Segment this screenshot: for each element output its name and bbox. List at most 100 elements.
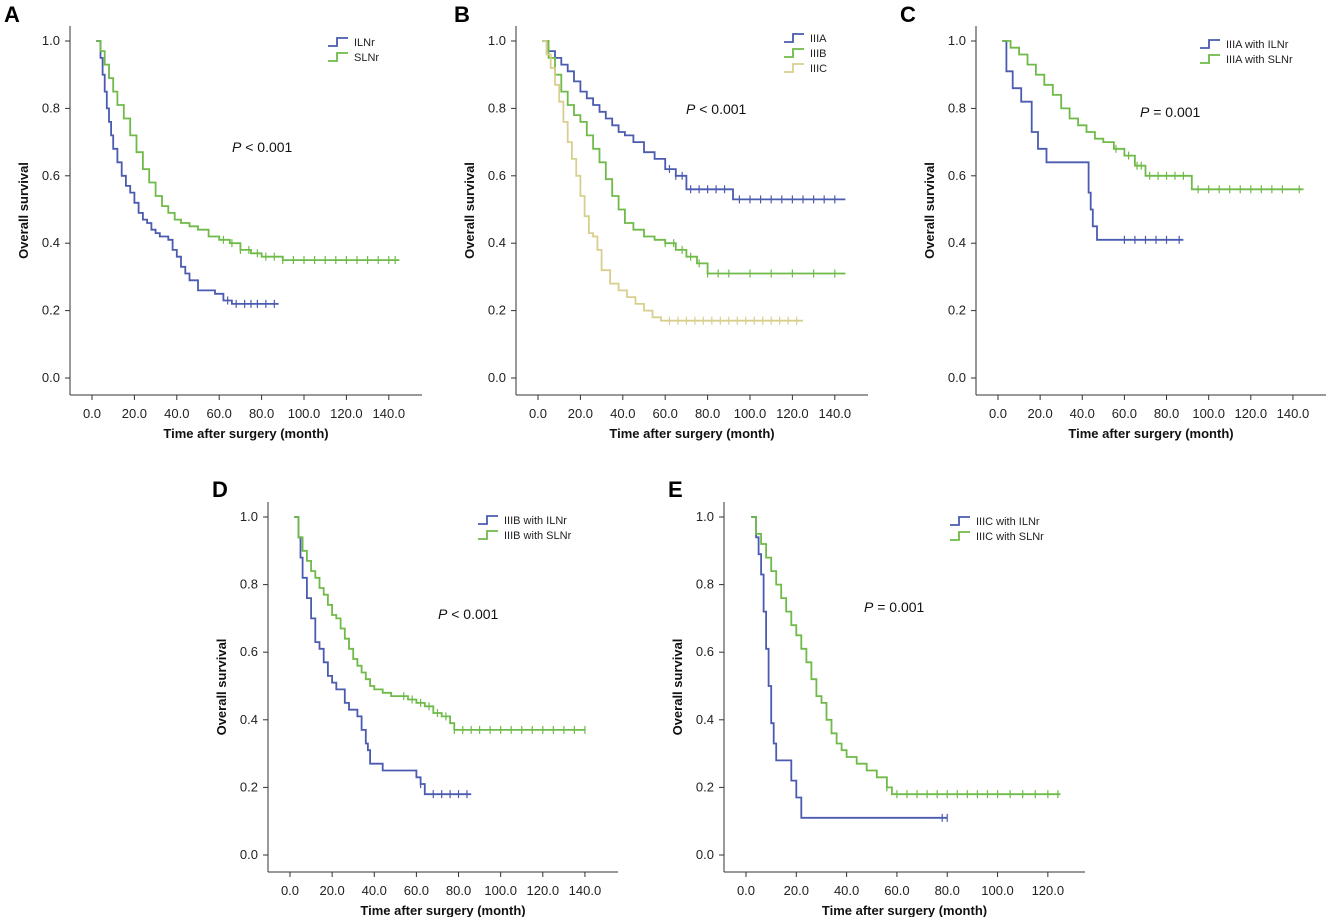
- x-axis-title: Time after surgery (month): [822, 903, 987, 917]
- x-tick-label: 120.0: [1235, 406, 1268, 421]
- series-line-iiia: [542, 40, 846, 201]
- x-tick-label: 0.0: [737, 883, 755, 898]
- x-tick-label: 80.0: [935, 883, 960, 898]
- x-tick-label: 20.0: [122, 406, 147, 421]
- x-tick-label: 100.0: [1192, 406, 1225, 421]
- y-tick-label: 0.8: [948, 100, 966, 115]
- p-value-text: < 0.001: [447, 606, 498, 622]
- legend-label: SLNr: [354, 52, 379, 64]
- p-value-symbol: P: [438, 606, 448, 622]
- x-tick-label: 0.0: [83, 406, 101, 421]
- x-tick-label: 60.0: [884, 883, 909, 898]
- x-tick-label: 60.0: [653, 406, 678, 421]
- series-line-iiic-with-ilnr: [751, 516, 948, 819]
- legend-swatch: [784, 33, 804, 43]
- y-axis-title: Overall survival: [16, 162, 31, 259]
- legend-label: ILNr: [354, 37, 375, 49]
- x-tick-label: 60.0: [1112, 406, 1137, 421]
- p-value-symbol: P: [686, 101, 696, 117]
- series-line-slnr: [96, 40, 400, 261]
- y-tick-label: 0.4: [948, 235, 966, 250]
- p-value-text: < 0.001: [241, 139, 292, 155]
- legend-label: IIIC with SLNr: [976, 531, 1044, 543]
- y-tick-label: 0.2: [240, 779, 258, 794]
- p-value-symbol: P: [1140, 104, 1150, 120]
- legend-label: IIIB with ILNr: [504, 515, 567, 527]
- x-tick-label: 40.0: [834, 883, 859, 898]
- series-line-iiib: [542, 40, 846, 275]
- y-tick-label: 0.6: [488, 168, 506, 183]
- series-line-iiic-with-slnr: [751, 516, 1061, 796]
- y-axis-title: Overall survival: [670, 639, 685, 736]
- y-tick-label: 0.8: [488, 100, 506, 115]
- p-value-annotation: P < 0.001: [232, 139, 293, 155]
- legend-swatch: [784, 63, 804, 73]
- series-line-ilnr: [96, 40, 279, 305]
- y-tick-label: 0.2: [488, 303, 506, 318]
- p-value-text: < 0.001: [695, 101, 746, 117]
- legend-swatch: [1200, 54, 1220, 64]
- panel-c: C 0.0 0.2 0.4 0.6 0.8 1.0 0.0 20.0 40.0 60.0 80.0 10…: [900, 2, 1326, 441]
- panel-e: E 0.0 0.2 0.4 0.6 0.8 1.0 0.0 20.0 40.0 60.0 80.0 10…: [668, 477, 1085, 917]
- legend-label: IIIB: [810, 48, 827, 60]
- x-tick-label: 40.0: [610, 406, 635, 421]
- y-tick-label: 0.0: [696, 847, 714, 862]
- y-tick-label: 0.4: [240, 712, 258, 727]
- p-value-symbol: P: [864, 599, 874, 615]
- legend-label: IIIC with ILNr: [976, 516, 1040, 528]
- legend-swatch: [950, 516, 970, 526]
- x-tick-label: 100.0: [734, 406, 767, 421]
- x-tick-label: 140.0: [819, 406, 852, 421]
- p-value-text: = 0.001: [1149, 104, 1200, 120]
- panel-d: D 0.0 0.2 0.4 0.6 0.8 1.0 0.0 20.0 40.0 60.0 80.0 10…: [212, 477, 618, 917]
- y-tick-label: 0.6: [696, 644, 714, 659]
- x-tick-label: 140.0: [373, 406, 406, 421]
- x-tick-label: 140.0: [1277, 406, 1310, 421]
- x-tick-label: 140.0: [569, 883, 602, 898]
- x-tick-label: 100.0: [484, 883, 517, 898]
- x-tick-label: 0.0: [529, 406, 547, 421]
- x-tick-label: 60.0: [404, 883, 429, 898]
- y-tick-label: 0.8: [42, 100, 60, 115]
- x-tick-label: 0.0: [281, 883, 299, 898]
- y-tick-label: 0.0: [42, 370, 60, 385]
- y-tick-label: 1.0: [240, 509, 258, 524]
- p-value-annotation: P < 0.001: [686, 101, 747, 117]
- x-tick-label: 20.0: [1027, 406, 1052, 421]
- legend-swatch: [328, 52, 348, 62]
- y-tick-label: 0.2: [948, 303, 966, 318]
- y-tick-label: 1.0: [696, 509, 714, 524]
- x-tick-label: 40.0: [362, 883, 387, 898]
- p-value-annotation: P = 0.001: [864, 599, 925, 615]
- x-tick-label: 100.0: [288, 406, 321, 421]
- y-tick-label: 0.0: [488, 370, 506, 385]
- panel-letter: C: [900, 2, 916, 27]
- series-line-iiia-with-slnr: [1002, 40, 1304, 191]
- y-tick-label: 0.8: [696, 577, 714, 592]
- y-tick-label: 0.2: [696, 779, 714, 794]
- y-axis-title: Overall survival: [922, 162, 937, 259]
- legend-label: IIIC: [810, 63, 827, 75]
- panel-b: B 0.0 0.2 0.4 0.6 0.8 1.0 0.0 20.0 40.0 60.0 80.0 10…: [454, 2, 868, 441]
- series-line-iiic: [542, 40, 803, 322]
- y-tick-label: 1.0: [948, 33, 966, 48]
- y-tick-label: 0.2: [42, 303, 60, 318]
- panel-a: A 0.0 0.2 0.4 0.6 0.8 1.0 0.0 20.0 40.0 60.0 80.0 10…: [4, 2, 422, 441]
- x-tick-label: 80.0: [446, 883, 471, 898]
- legend-label: IIIB with SLNr: [504, 530, 572, 542]
- y-tick-label: 0.6: [240, 644, 258, 659]
- x-tick-label: 80.0: [249, 406, 274, 421]
- x-axis-title: Time after surgery (month): [609, 426, 774, 441]
- x-tick-label: 80.0: [1154, 406, 1179, 421]
- x-tick-label: 0.0: [989, 406, 1007, 421]
- x-tick-label: 20.0: [568, 406, 593, 421]
- x-tick-label: 40.0: [164, 406, 189, 421]
- series-line-iiib-with-slnr: [294, 516, 585, 731]
- x-tick-label: 120.0: [330, 406, 363, 421]
- x-tick-label: 20.0: [784, 883, 809, 898]
- p-value-symbol: P: [232, 139, 242, 155]
- x-tick-label: 80.0: [695, 406, 720, 421]
- legend-swatch: [950, 531, 970, 541]
- legend-swatch: [478, 515, 498, 525]
- x-axis-title: Time after surgery (month): [1068, 426, 1233, 441]
